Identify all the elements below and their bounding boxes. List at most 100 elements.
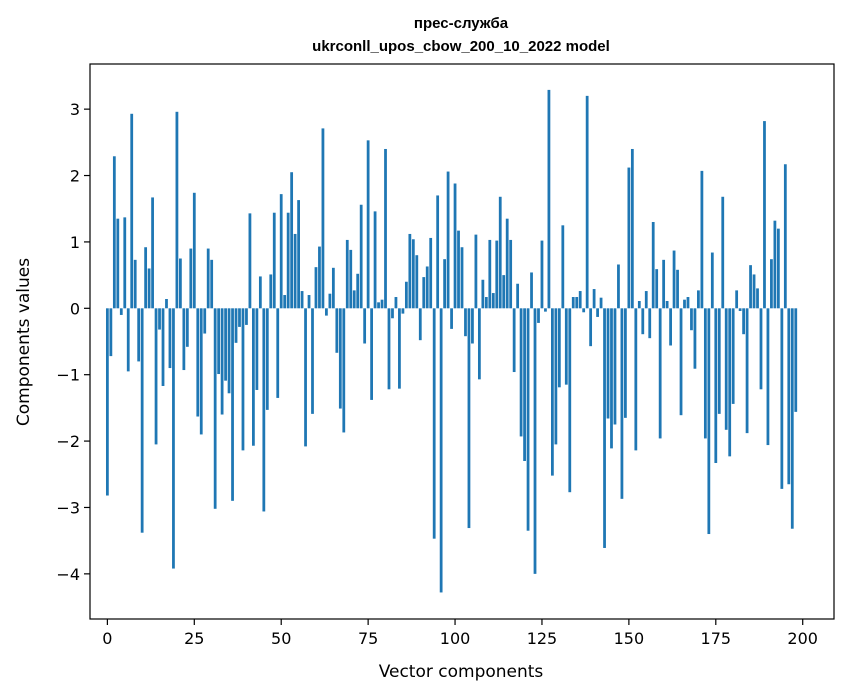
bar-148 — [620, 308, 624, 499]
bar-40 — [245, 308, 248, 325]
bar-28 — [203, 308, 207, 334]
y-tick-label: 1 — [70, 233, 80, 252]
bar-132 — [564, 308, 568, 385]
bar-175 — [714, 308, 718, 463]
bar-172 — [703, 308, 707, 439]
bar-62 — [321, 128, 325, 309]
y-tick-label: −2 — [56, 432, 80, 451]
bar-89 — [415, 255, 419, 309]
bar-59 — [311, 308, 314, 414]
bar-110 — [488, 239, 492, 309]
bar-57 — [304, 308, 307, 447]
y-tick-label: −1 — [56, 366, 80, 385]
bar-114 — [502, 275, 506, 309]
bar-158 — [655, 269, 659, 309]
bar-133 — [568, 308, 572, 493]
bar-198 — [794, 308, 798, 412]
bar-72 — [356, 273, 360, 309]
x-axis-ticks: 0 25 50 75 100 125 150 175 200 — [102, 619, 818, 648]
bar-20 — [175, 111, 179, 309]
x-tick-label: 150 — [614, 629, 645, 648]
bar-183 — [742, 308, 745, 335]
bar-21 — [179, 258, 182, 309]
y-axis-label: Components values — [14, 258, 34, 426]
bar-71 — [352, 290, 356, 309]
bar-149 — [624, 308, 627, 418]
x-tick-label: 0 — [102, 629, 112, 648]
bar-108 — [481, 279, 485, 309]
bar-30 — [210, 259, 214, 309]
bar-22 — [182, 308, 186, 371]
bar-42 — [252, 308, 255, 446]
bar-174 — [710, 252, 714, 309]
bar-48 — [272, 212, 276, 309]
bar-196 — [787, 308, 791, 485]
bar-169 — [693, 308, 697, 369]
bar-84 — [398, 308, 401, 389]
bar-192 — [773, 220, 777, 309]
bar-38 — [238, 308, 241, 327]
y-tick-label: −4 — [56, 565, 80, 584]
bar-138 — [585, 95, 589, 309]
bar-142 — [599, 297, 603, 309]
bar-150 — [627, 167, 631, 309]
bar-100 — [453, 183, 457, 309]
bar-195 — [783, 164, 787, 309]
bar-122 — [530, 272, 533, 309]
bar-47 — [269, 274, 273, 309]
bar-66 — [335, 308, 339, 353]
bar-65 — [331, 267, 335, 309]
bar-141 — [596, 308, 599, 317]
bar-37 — [234, 308, 238, 343]
bar-135 — [575, 297, 579, 309]
bar-82 — [391, 308, 394, 319]
bar-161 — [665, 301, 669, 309]
bar-88 — [411, 239, 415, 309]
bar-2 — [112, 156, 116, 309]
chart-subtitle: ukrconll_upos_cbow_200_10_2022 model — [312, 38, 610, 55]
bar-129 — [554, 308, 558, 445]
bar-119 — [519, 308, 523, 437]
bar-25 — [192, 192, 196, 309]
bar-194 — [780, 308, 784, 489]
bar-61 — [318, 246, 321, 309]
bar-93 — [429, 237, 433, 309]
bar-70 — [349, 249, 353, 309]
bar-121 — [526, 308, 530, 531]
bar-171 — [700, 170, 704, 309]
bar-67 — [338, 308, 342, 409]
bar-56 — [300, 291, 304, 309]
bar-1 — [109, 308, 113, 357]
bar-197 — [790, 308, 794, 529]
bar-106 — [474, 234, 478, 309]
bar-170 — [697, 290, 700, 309]
bar-14 — [154, 308, 158, 445]
bar-80 — [384, 148, 387, 309]
bar-54 — [293, 233, 297, 309]
bar-166 — [683, 299, 686, 309]
bar-68 — [342, 308, 346, 433]
bar-45 — [262, 308, 266, 512]
bar-90 — [418, 308, 422, 341]
bar-52 — [286, 212, 290, 309]
bar-32 — [217, 308, 221, 375]
bar-96 — [439, 308, 443, 593]
bar-77 — [373, 211, 377, 309]
bar-113 — [498, 196, 502, 309]
bar-190 — [766, 308, 770, 446]
x-tick-label: 200 — [787, 629, 818, 648]
bar-95 — [436, 195, 440, 309]
bar-75 — [366, 140, 370, 309]
bar-35 — [227, 308, 231, 394]
bar-46 — [265, 308, 269, 410]
bar-188 — [759, 308, 763, 390]
bar-115 — [505, 218, 509, 309]
bar-33 — [220, 308, 224, 415]
bar-87 — [408, 233, 412, 309]
bar-185 — [749, 265, 752, 309]
bar-127 — [547, 89, 551, 309]
x-tick-label: 100 — [440, 629, 471, 648]
bar-43 — [255, 308, 259, 390]
bar-36 — [231, 308, 234, 501]
